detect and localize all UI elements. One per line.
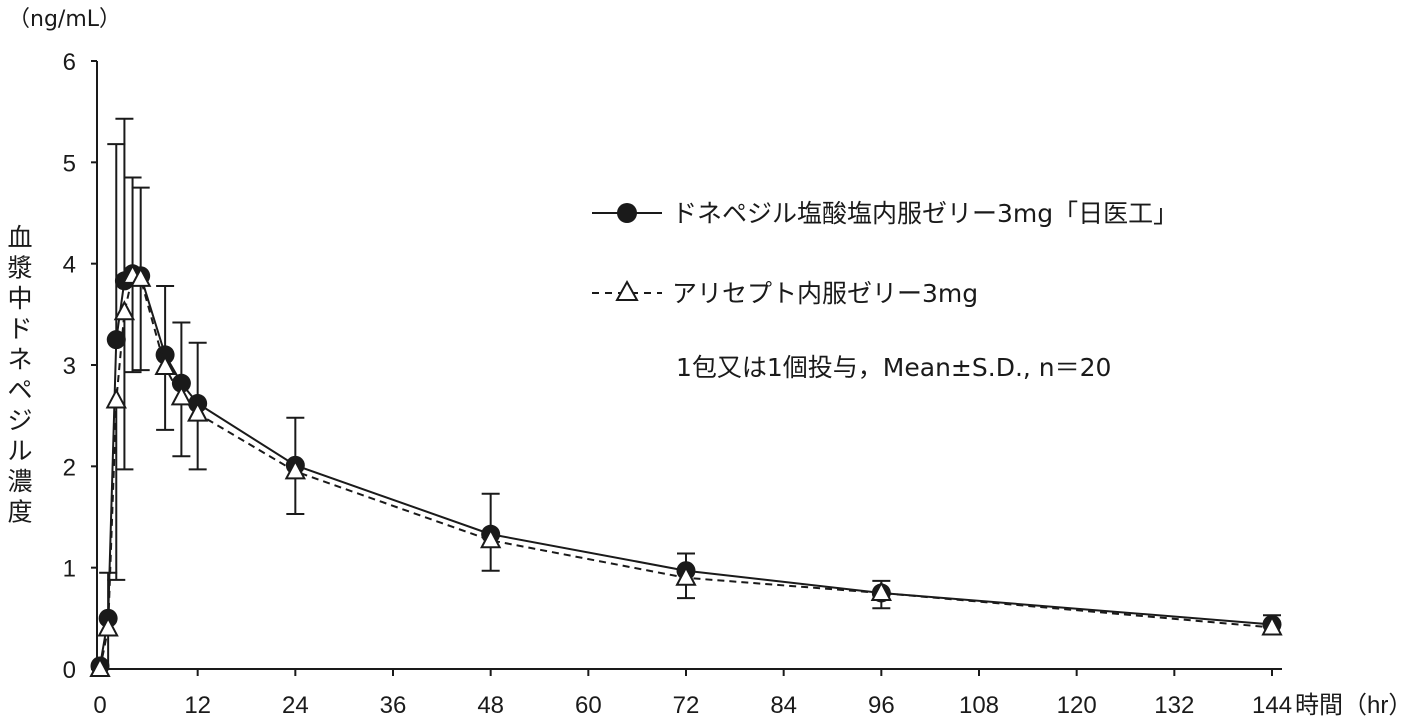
data-point-triangle: [97, 616, 119, 637]
data-point-triangle: [154, 354, 176, 376]
y-tick-label: 4: [63, 252, 76, 279]
y-unit-label: （ng/mL）: [8, 7, 121, 32]
y-axis-title-char: ル: [7, 437, 32, 466]
y-tick-label: 2: [63, 454, 76, 481]
chart-annotation: 1包又は1個投与，Mean±S.D., n＝20: [676, 353, 1111, 382]
data-point-triangle: [284, 459, 306, 480]
y-tick-label: 5: [63, 150, 76, 177]
x-ticks: 0 12 24 36 48 60 72 84 96 108 120 132 144: [93, 669, 1292, 719]
y-ticks: 0 1 2 3 4 5 6: [63, 49, 97, 684]
data-point-triangle: [870, 580, 892, 601]
x-tick-label: 84: [770, 692, 797, 719]
legend-marker-triangle: [615, 279, 639, 301]
data-point-triangle: [105, 388, 127, 409]
y-axis-title-char: ネ: [7, 345, 32, 374]
data-point-triangle: [130, 266, 152, 287]
y-axis-title-char: 中: [7, 284, 32, 313]
x-tick-label: 72: [673, 692, 700, 719]
y-tick-label: 3: [63, 353, 76, 380]
y-axis-title-char: 漿: [7, 254, 32, 283]
y-tick-label: 0: [63, 657, 76, 684]
y-axis-title-char: ド: [7, 315, 32, 344]
x-tick-label: 108: [959, 692, 999, 719]
data-point-triangle: [113, 300, 136, 321]
x-tick-label: 12: [184, 692, 211, 719]
data-point-triangle: [675, 565, 697, 586]
legend: ドネペジル塩酸塩内服ゼリー3mg「日医工」 アリセプト内服ゼリー3mg 1包又は…: [592, 199, 1178, 382]
y-tick-label: 1: [63, 556, 76, 583]
data-point-triangle: [187, 401, 209, 422]
legend-label-series-1: ドネペジル塩酸塩内服ゼリー3mg「日医工」: [672, 199, 1178, 228]
x-tick-label: 132: [1154, 692, 1194, 719]
x-tick-label: 120: [1057, 692, 1097, 719]
data-point-triangle: [89, 656, 111, 677]
data-point-triangle: [170, 385, 193, 406]
series-line: [99, 272, 1273, 667]
x-tick-label: 96: [868, 692, 895, 719]
y-axis-title-char: ペ: [7, 376, 32, 405]
y-tick-label: 6: [63, 49, 76, 76]
x-tick-label: 144: [1252, 692, 1292, 719]
x-tick-label: 36: [380, 692, 407, 719]
series-2: [89, 263, 1283, 677]
x-tick-label: 60: [575, 692, 602, 719]
y-axis-title-char: 度: [7, 498, 32, 527]
data-point-circle: [155, 345, 175, 365]
data-point-triangle: [1261, 615, 1283, 636]
x-unit-label: 時間（hr）: [1295, 692, 1412, 719]
series-layer: [89, 117, 1283, 677]
x-tick-label: 48: [477, 692, 504, 719]
x-tick-label: 24: [282, 692, 309, 719]
y-axis-title-char: 血: [7, 223, 32, 252]
x-tick-label: 0: [93, 692, 106, 719]
y-axis-title-char: ジ: [7, 406, 32, 435]
legend-label-series-2: アリセプト内服ゼリー3mg: [672, 279, 978, 308]
y-axis-title-char: 濃: [7, 467, 32, 496]
data-point-triangle: [480, 528, 502, 549]
legend-marker-circle: [617, 203, 637, 223]
